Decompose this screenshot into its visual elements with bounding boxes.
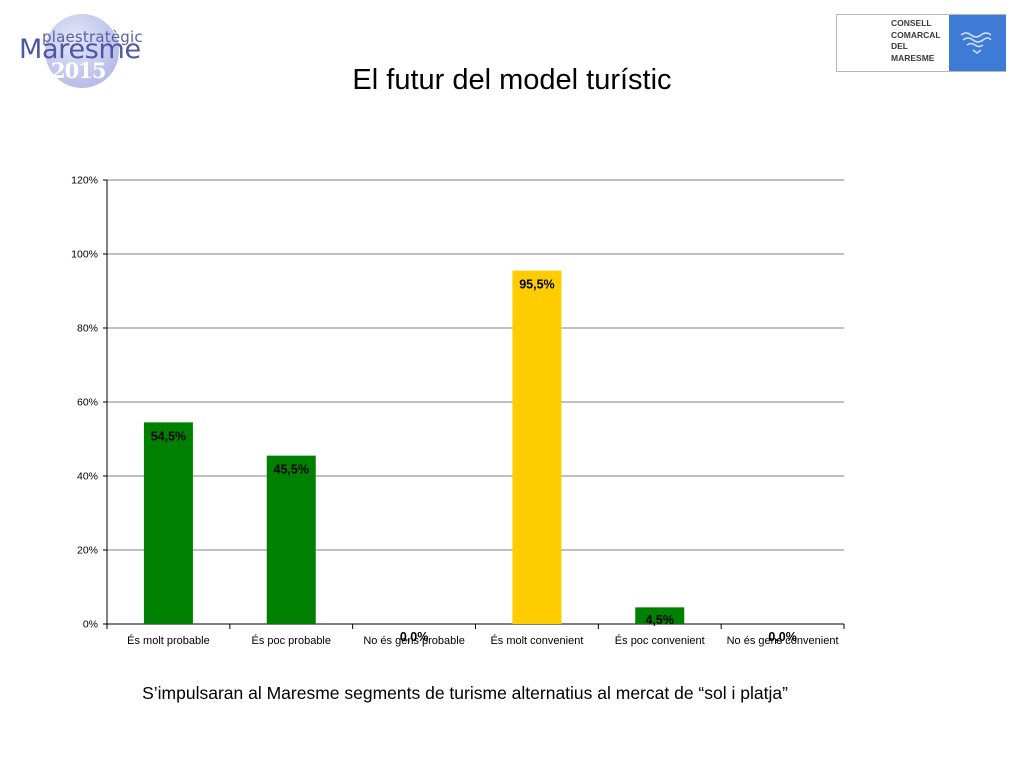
consell-comarcal-text: CONSELL COMARCAL DEL MARESME <box>891 18 941 64</box>
x-tick-label: No és gens convenient <box>727 635 839 647</box>
bar <box>143 422 193 624</box>
chart-caption: S’impulsaran al Maresme segments de turi… <box>142 683 788 703</box>
logo-line: CONSELL <box>891 18 932 28</box>
y-tick-label: 120% <box>71 175 98 187</box>
bar <box>512 270 562 624</box>
x-tick-label: És poc convenient <box>615 634 705 647</box>
y-tick-label: 20% <box>77 545 98 557</box>
x-tick-label: No és gens probable <box>363 635 465 647</box>
y-tick-label: 80% <box>77 323 98 335</box>
logo-line: MARESME <box>891 52 935 63</box>
consell-comarcal-logo: CONSELL COMARCAL DEL MARESME <box>836 14 1006 72</box>
data-label: 0,0% <box>400 630 429 644</box>
y-tick-label: 100% <box>71 249 98 261</box>
bar <box>266 455 316 624</box>
logo-small-text: plaestratègic <box>42 28 143 46</box>
data-label: 45,5% <box>274 463 309 477</box>
logo-line: COMARCAL <box>891 29 941 40</box>
logo-year-text: 2015 <box>51 58 106 83</box>
waves-emblem-icon <box>949 15 1006 71</box>
y-tick-label: 40% <box>77 471 98 483</box>
x-tick-label: És poc probable <box>252 634 332 647</box>
data-label: 95,5% <box>519 278 554 292</box>
logo-circle-shape <box>45 14 119 88</box>
x-tick-label: És molt convenient <box>490 634 583 647</box>
logo-big-text: Maresme <box>19 34 141 65</box>
bar <box>635 607 685 624</box>
y-tick-label: 60% <box>77 397 98 409</box>
data-label: 0,0% <box>768 630 797 644</box>
data-label: 4,5% <box>646 613 675 627</box>
x-tick-label: És molt probable <box>127 634 210 647</box>
data-label: 54,5% <box>151 429 186 443</box>
page-title: El futur del model turístic <box>352 64 672 96</box>
logo-line: DEL <box>891 41 908 51</box>
y-tick-label: 0% <box>83 619 98 631</box>
plaestrategic-logo: plaestratègic Maresme 2015 <box>18 12 148 92</box>
